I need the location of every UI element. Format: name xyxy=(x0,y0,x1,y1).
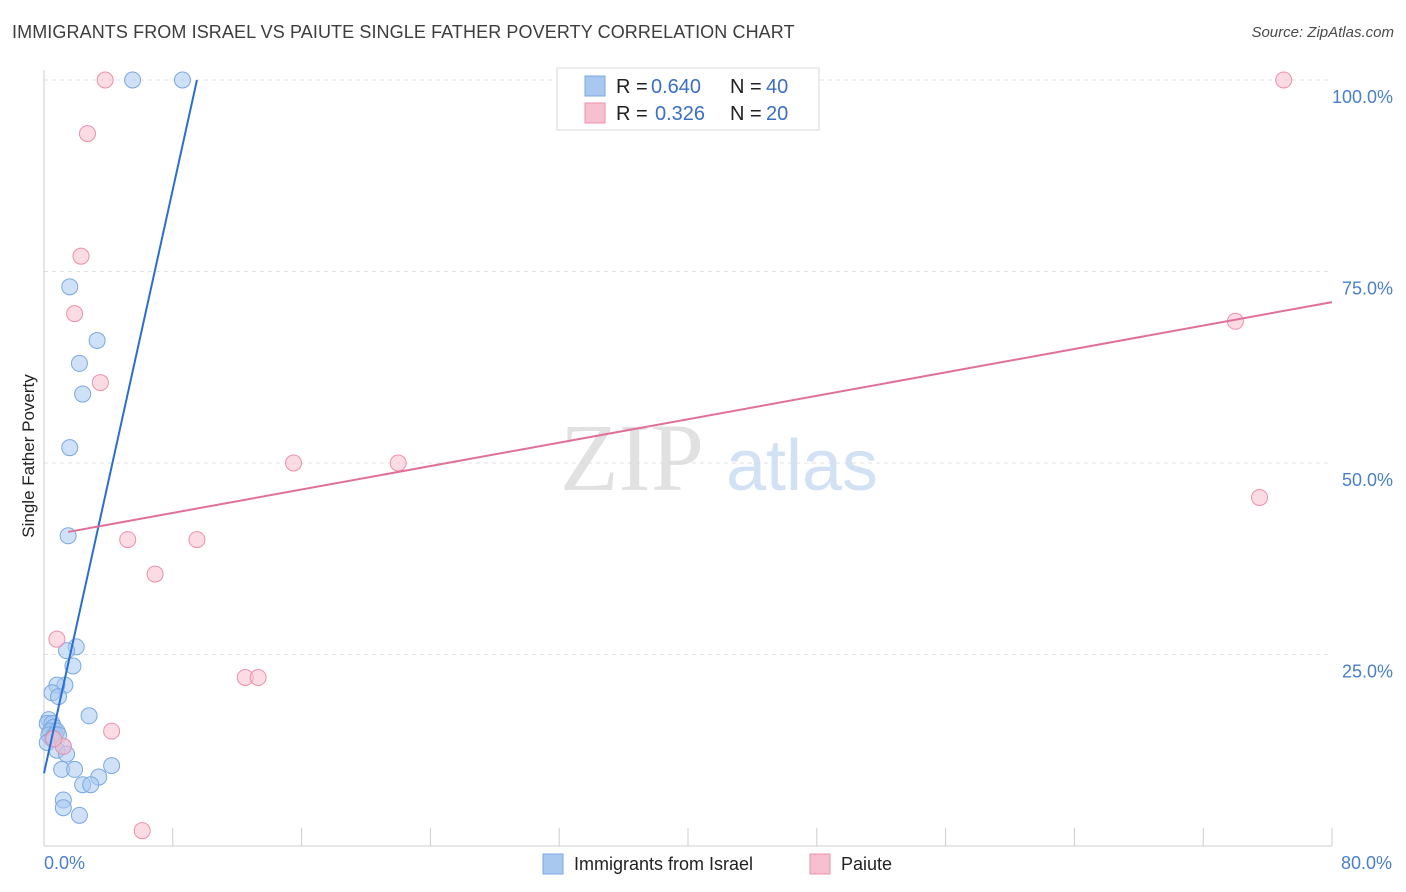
legend-swatch-israel xyxy=(584,75,606,97)
legend-r-label-1: R = xyxy=(616,76,648,98)
legend-bottom-swatch-israel xyxy=(542,853,564,875)
y-tick-label-3: 100.0% xyxy=(1332,87,1393,107)
x-ticks xyxy=(172,828,1333,846)
watermark-zip: ZIP xyxy=(560,404,704,511)
point-paiute-10 xyxy=(119,531,137,549)
trend-lines xyxy=(43,79,1333,774)
grid-lines xyxy=(44,79,1332,655)
trend-line-paiute xyxy=(67,301,1333,533)
point-paiute-1 xyxy=(1275,71,1293,89)
point-israel-35 xyxy=(82,776,100,794)
watermark-atlas: atlas xyxy=(726,426,878,506)
point-paiute-19 xyxy=(133,822,151,840)
legend-swatch-paiute xyxy=(584,102,606,124)
y-tick-label-2: 75.0% xyxy=(1342,279,1393,299)
legend-bottom: Immigrants from Israel Paiute xyxy=(542,853,892,875)
point-israel-1 xyxy=(173,71,191,89)
point-israel-14 xyxy=(49,688,67,706)
point-paiute-0 xyxy=(96,71,114,89)
point-paiute-11 xyxy=(188,531,206,549)
point-israel-6 xyxy=(61,439,79,457)
point-israel-5 xyxy=(74,385,92,403)
point-paiute-16 xyxy=(103,722,121,740)
point-paiute-7 xyxy=(389,454,407,472)
watermark: ZIP atlas xyxy=(560,404,878,511)
x-tick-label-max: 80.0% xyxy=(1341,853,1392,873)
legend-r-label-2: R = xyxy=(616,103,648,125)
legend-top: R = 0.640 N = 40 R = 0.326 N = 20 xyxy=(556,67,820,131)
point-paiute-4 xyxy=(66,305,84,323)
y-tick-label-1: 50.0% xyxy=(1342,470,1393,490)
legend-bottom-swatch-paiute xyxy=(809,853,831,875)
trend-line-israel xyxy=(43,79,198,774)
point-israel-31 xyxy=(66,760,84,778)
point-paiute-13 xyxy=(48,630,66,648)
source-label: Source: ZipAtlas.com xyxy=(1251,24,1394,41)
point-paiute-6 xyxy=(285,454,303,472)
legend-bottom-label-israel: Immigrants from Israel xyxy=(574,854,753,874)
point-israel-38 xyxy=(70,806,88,824)
point-paiute-12 xyxy=(146,565,164,583)
x-tick-label-min: 0.0% xyxy=(44,853,85,873)
legend-n-label-2: N = xyxy=(730,103,762,125)
chart-title: IMMIGRANTS FROM ISRAEL VS PAIUTE SINGLE … xyxy=(12,22,795,42)
point-israel-37 xyxy=(54,799,72,817)
point-israel-15 xyxy=(80,707,98,725)
point-israel-4 xyxy=(70,354,88,372)
point-paiute-15 xyxy=(249,668,267,686)
legend-n-value-2: 20 xyxy=(766,103,788,125)
legend-bottom-label-paiute: Paiute xyxy=(841,854,892,874)
point-paiute-5 xyxy=(91,374,109,392)
legend-r-value-2: 0.326 xyxy=(655,103,705,125)
y-axis-label: Single Father Poverty xyxy=(19,374,38,538)
point-paiute-3 xyxy=(72,247,90,265)
point-israel-32 xyxy=(103,757,121,775)
legend-r-value-1: 0.640 xyxy=(651,76,701,98)
point-paiute-9 xyxy=(1251,488,1269,506)
y-tick-labels: 25.0% 50.0% 75.0% 100.0% xyxy=(1332,87,1393,682)
point-israel-3 xyxy=(88,331,106,349)
point-paiute-2 xyxy=(78,125,96,143)
y-tick-label-0: 25.0% xyxy=(1342,662,1393,682)
legend-n-value-1: 40 xyxy=(766,76,788,98)
point-israel-0 xyxy=(124,71,142,89)
legend-n-label-1: N = xyxy=(730,76,762,98)
point-israel-2 xyxy=(61,278,79,296)
